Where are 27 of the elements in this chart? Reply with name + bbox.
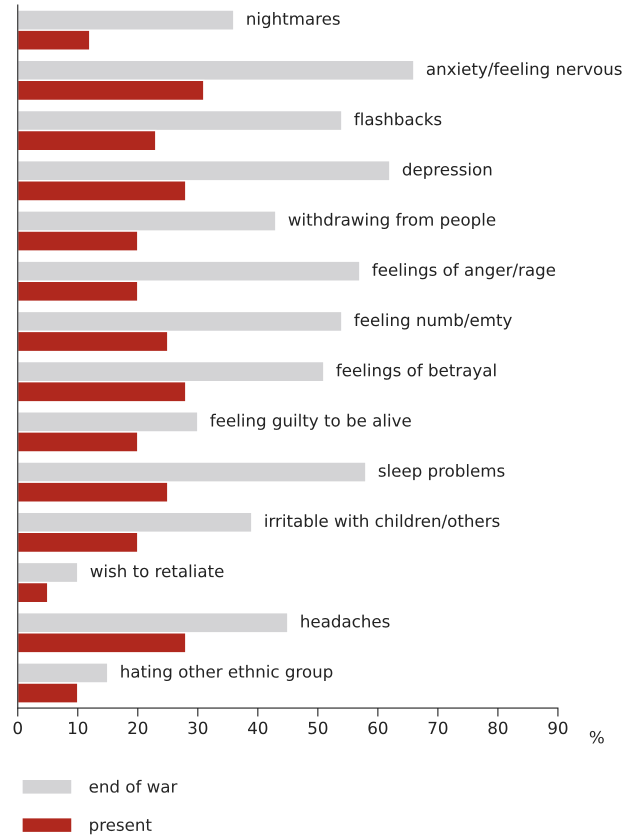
y-tick-label: feelings of betrayal (336, 364, 496, 380)
y-tick-label: irritable with children/others (265, 514, 500, 528)
x-tick-label: 10 (68, 722, 88, 734)
y-tick-label: feelings of anger/rage (372, 263, 556, 280)
x-tick-label: 50 (308, 722, 328, 734)
y-tick-label: depression (402, 162, 492, 179)
x-tick-label: 0 (14, 722, 22, 734)
y-tick-label: hating other ethnic group (121, 664, 332, 682)
x-axis-title: % (590, 730, 604, 744)
x-tick-label: 90 (548, 722, 568, 734)
y-tick-label: wish to retaliate (90, 564, 224, 578)
y-tick-label: anxiety/feeling nervous (426, 62, 622, 78)
y-tick-label: headaches (301, 614, 390, 628)
y-tick-label: sleep problems (378, 464, 504, 480)
x-tick-label: 80 (488, 722, 508, 734)
y-tick-label: withdrawing from people (288, 212, 496, 230)
legend-label: end of war (90, 780, 178, 793)
y-tick-label: feeling guilty to be alive (210, 414, 411, 430)
x-tick-label: 60 (368, 722, 388, 734)
x-tick-label: 70 (428, 722, 448, 734)
y-tick-label: nightmares (247, 12, 340, 28)
legend-label: present (90, 819, 152, 834)
y-tick-label: flashbacks (354, 112, 442, 126)
y-tick-label: feeling numb/emty (354, 313, 512, 330)
x-tick-label: 40 (248, 722, 268, 734)
x-tick-label: 30 (188, 722, 208, 734)
x-tick-label: 20 (128, 722, 148, 734)
